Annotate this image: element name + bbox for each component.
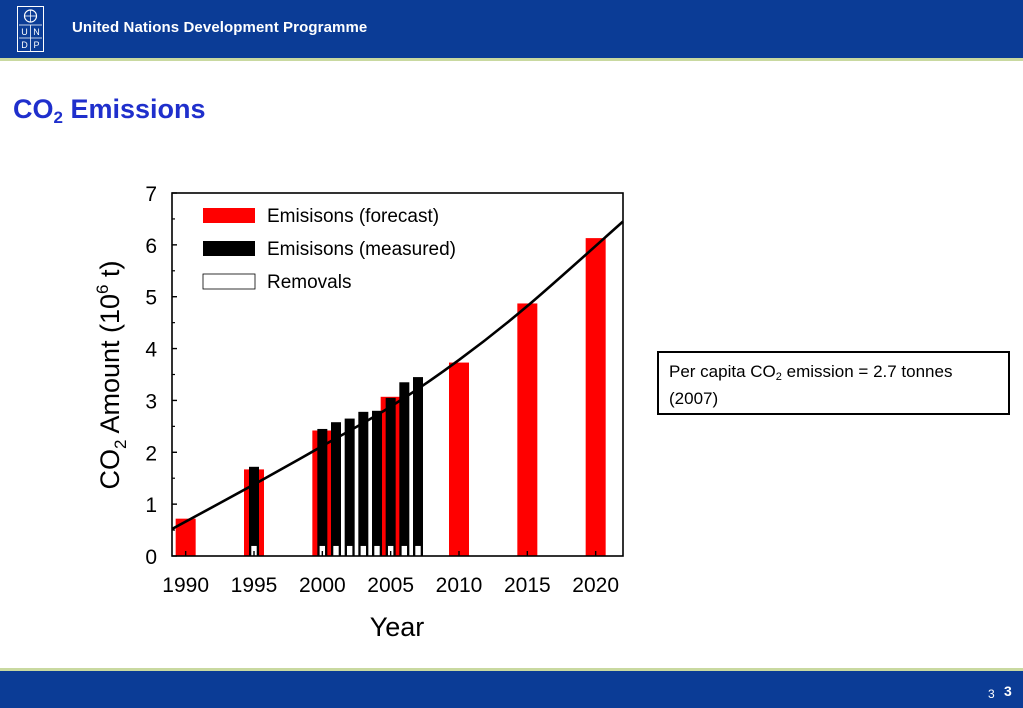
x-tick-label-1990: 1990 <box>162 574 209 597</box>
logo-letter-n: N <box>33 27 40 37</box>
measured-bar-1995 <box>249 466 259 556</box>
y-tick-label-5: 5 <box>145 287 157 310</box>
forecast-bar-1990 <box>175 518 196 556</box>
slide-number: 3 <box>1004 683 1012 699</box>
forecast-bar-2010 <box>449 362 469 556</box>
logo-letter-d: D <box>21 40 28 50</box>
legend-swatch-2 <box>203 241 255 256</box>
y-axis-title: CO2 Amount (106 t) <box>93 260 130 489</box>
slide-title: CO2 Emissions <box>13 94 206 128</box>
measured-bar-2003 <box>358 411 369 556</box>
slide-number-small: 3 <box>988 687 995 701</box>
y-tick-label-1: 1 <box>145 494 157 517</box>
y-tick-label-3: 3 <box>145 390 157 413</box>
y-axis-title-end: t) <box>95 260 125 284</box>
x-tick-label-2015: 2015 <box>504 574 551 597</box>
y-axis-title-superscript: 6 <box>93 284 112 293</box>
removal-bar-2003 <box>360 545 367 557</box>
legend-label-1: Emisisons (forecast) <box>267 206 439 227</box>
x-tick-label-2010: 2010 <box>436 574 483 597</box>
organization-title: United Nations Development Programme <box>72 19 368 36</box>
measured-bar-2001 <box>331 422 341 556</box>
footer-bar <box>0 668 1023 708</box>
forecast-bar-2015 <box>517 303 538 556</box>
measured-bar-2006 <box>399 382 410 556</box>
y-tick-label-6: 6 <box>145 235 157 258</box>
x-tick-label-1995: 1995 <box>231 574 278 597</box>
y-tick-label-0: 0 <box>145 546 157 569</box>
y-axis-title-subscript: 2 <box>111 440 130 449</box>
trend-layer <box>171 220 624 531</box>
removal-bar-2004 <box>373 545 381 557</box>
measured-bar-2000 <box>317 428 328 556</box>
un-emblem-icon: U N D P <box>19 9 42 51</box>
slide-title-main: CO <box>13 94 54 124</box>
legend-swatch-1 <box>203 208 255 223</box>
y-axis-title-co: CO <box>95 449 125 490</box>
per-capita-note: Per capita CO2 emission = 2.7 tonnes (20… <box>657 351 1010 415</box>
removal-bar-2001 <box>332 545 340 557</box>
note-text-before: Per capita CO <box>669 362 776 381</box>
note-subscript: 2 <box>775 371 782 383</box>
y-tick-label-4: 4 <box>145 339 157 362</box>
x-axis-title: Year <box>370 612 425 642</box>
y-tick-label-2: 2 <box>145 442 157 465</box>
removal-bar-2007 <box>414 545 422 557</box>
trend-curve <box>171 220 624 531</box>
slide-title-subscript: 2 <box>53 108 63 127</box>
legend-label-3: Removals <box>267 272 351 293</box>
forecast-bar-2020 <box>585 238 606 556</box>
ticks-layer: 0 1 2 3 4 5 6 7 1990 1995 2000 2005 2010 2015 2020 <box>145 183 619 597</box>
undp-logo: U N D P <box>17 6 44 52</box>
measured-bar-2002 <box>344 418 355 556</box>
x-tick-label-2020: 2020 <box>572 574 619 597</box>
logo-letter-u: U <box>21 27 28 37</box>
header-bar: U N D P United Nations Development Progr… <box>0 0 1023 61</box>
removal-bar-2006 <box>401 545 408 557</box>
x-tick-label-2005: 2005 <box>367 574 414 597</box>
y-axis-title-middle: Amount (10 <box>95 294 125 440</box>
measured-bar-2005 <box>385 397 396 556</box>
y-tick-label-7: 7 <box>145 183 157 206</box>
measured-bar-2007 <box>413 377 423 556</box>
removal-bar-2002 <box>346 545 353 557</box>
logo-letter-p: P <box>33 40 39 50</box>
slide-title-rest: Emissions <box>62 94 206 124</box>
bars-layer <box>175 238 606 557</box>
legend-swatch-3 <box>202 273 256 290</box>
measured-bar-2004 <box>372 410 382 556</box>
legend-label-2: Emisisons (measured) <box>267 239 456 260</box>
note-text-after: emission = 2.7 tonnes (2007) <box>669 362 953 408</box>
legend: Emisisons (forecast) Emisisons (measured)… <box>202 206 456 293</box>
x-tick-label-2000: 2000 <box>299 574 346 597</box>
